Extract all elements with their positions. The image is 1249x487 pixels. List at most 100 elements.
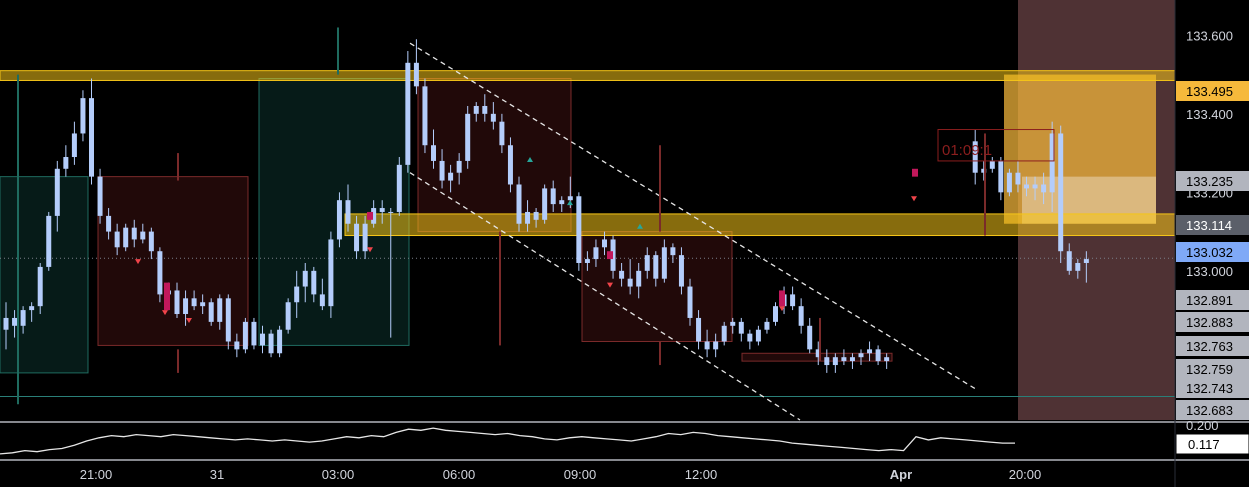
supply-box (581, 231, 733, 342)
candle-body (721, 325, 727, 342)
time-axis[interactable]: 21:00 31 03:00 06:00 09:00 12:00 Apr 20:00 (80, 467, 1042, 482)
oscillator-pane (0, 421, 1249, 461)
time-tick-label: 12:00 (685, 467, 718, 482)
candle-body (832, 357, 838, 366)
candle-body (981, 168, 987, 173)
price-label-value: 133.114 (1186, 218, 1232, 233)
trend-channel (409, 42, 976, 421)
highlight-candle (912, 168, 918, 177)
candle-body (1075, 262, 1081, 271)
price-label-tag (1176, 242, 1249, 262)
sell-signal-marker (135, 259, 141, 265)
candle-body (148, 231, 154, 252)
candle-body (602, 239, 607, 248)
candle-body (431, 145, 436, 161)
price-label-value: 132.763 (1186, 339, 1233, 354)
candle-body (798, 306, 804, 326)
time-tick-label: 03:00 (322, 467, 355, 482)
candle-body (1049, 133, 1055, 193)
price-label-tag (1176, 215, 1249, 235)
candle-body (413, 62, 419, 87)
candle-body (473, 105, 479, 114)
price-tick-label: 133.600 (1186, 28, 1233, 43)
candle-body (54, 168, 60, 216)
candle-body (533, 211, 539, 220)
candle-body (998, 160, 1004, 193)
candle-body (345, 200, 351, 224)
candle-body (490, 113, 496, 122)
candle-body (71, 133, 77, 158)
sell-signal-marker (607, 282, 613, 288)
price-axis[interactable]: 133.600133.400133.200133.000133.495133.2… (1174, 0, 1249, 487)
buy-signal-marker (637, 223, 643, 229)
candle-body (1058, 133, 1064, 252)
price-label-tag (1176, 359, 1249, 379)
sell-signal-marker (911, 196, 917, 202)
highlight-candle (367, 211, 373, 220)
time-tick-label: 31 (210, 467, 224, 482)
oscillator-tick-label: 0.200 (1186, 418, 1219, 433)
supply-box (417, 78, 572, 233)
highlight-candle (164, 282, 170, 311)
candle-body (362, 223, 368, 252)
candle-body (260, 333, 265, 346)
candle-body (610, 239, 616, 271)
candle-body (790, 294, 796, 307)
oscillator-value-tag (1175, 433, 1249, 455)
time-tick-label: 06:00 (443, 467, 476, 482)
candle-body (670, 247, 676, 256)
candle-body (858, 353, 864, 358)
oscillator-background (0, 422, 1175, 460)
price-label-tag (1176, 81, 1249, 101)
candle-body (208, 302, 214, 322)
candle-body (1032, 184, 1038, 189)
buy-signal-marker (567, 200, 573, 206)
candle-body (550, 188, 556, 205)
price-label-value: 132.883 (1186, 315, 1233, 330)
candle-body (63, 157, 69, 169)
candle-body (884, 357, 890, 362)
candle-body (379, 208, 385, 212)
price-label-tag (1176, 336, 1249, 356)
candle-body (89, 98, 94, 177)
candle-body (12, 317, 18, 326)
countdown-label: 01:09:1 (942, 142, 992, 159)
candle-body (277, 329, 283, 354)
candle-body (989, 160, 995, 169)
candle-body (841, 357, 847, 362)
candle-body (644, 255, 650, 271)
price-label-tag (1176, 400, 1249, 420)
candle-body (1041, 184, 1047, 193)
price-label-tag (1176, 171, 1249, 191)
candle-body (319, 294, 325, 307)
candle-body (738, 321, 744, 334)
candle-body (499, 121, 505, 146)
horizontal-zone (344, 213, 1176, 237)
price-tick-label: 133.400 (1186, 107, 1233, 122)
buy-signal-marker (527, 157, 533, 163)
candle-body (730, 321, 736, 326)
candle-body (311, 270, 317, 295)
candle-body (764, 321, 770, 330)
candle-body (439, 160, 445, 181)
candle-body (405, 62, 411, 165)
candle-body (191, 298, 197, 307)
price-label-value: 132.743 (1186, 381, 1233, 396)
candle-body (584, 259, 590, 263)
candle-body (200, 302, 206, 307)
price-label-tag (1176, 290, 1249, 310)
channel-upper-line (409, 42, 976, 390)
candle-body (302, 270, 308, 287)
candle-body (1083, 259, 1089, 263)
sell-signal-marker (186, 317, 192, 323)
candle-body (593, 247, 599, 260)
price-label-tag (1176, 378, 1249, 398)
candle-body (687, 286, 693, 318)
candle-body (80, 98, 86, 134)
candle-body (422, 86, 428, 146)
candle-body (824, 357, 830, 366)
candle-body (747, 333, 753, 342)
candle-body (653, 255, 659, 279)
candle-body (3, 317, 9, 330)
